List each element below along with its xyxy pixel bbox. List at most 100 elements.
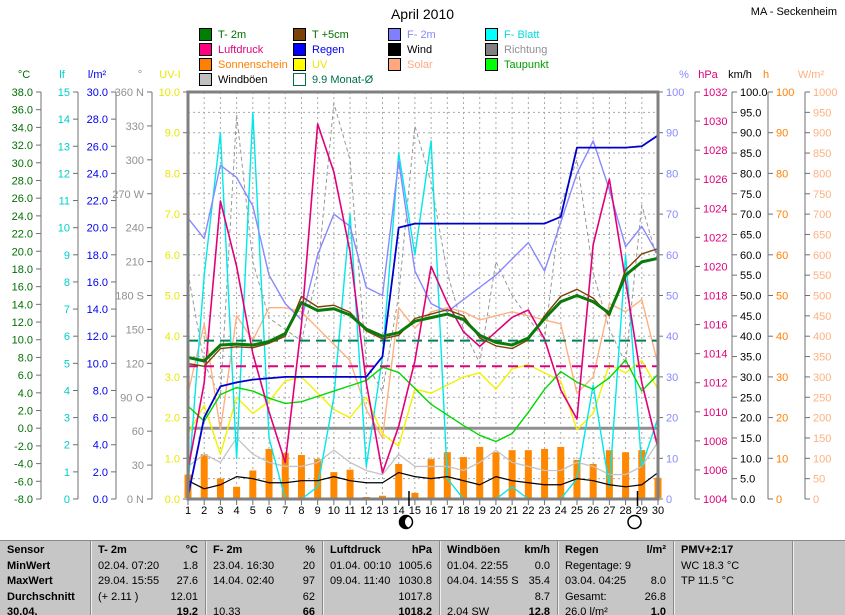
svg-text:24: 24 <box>555 505 567 517</box>
svg-text:2.0: 2.0 <box>165 413 180 425</box>
table-cell: 19.2 <box>176 606 198 615</box>
svg-text:9: 9 <box>315 505 321 517</box>
svg-text:26.0: 26.0 <box>12 193 33 205</box>
svg-text:270 W: 270 W <box>112 189 144 201</box>
svg-text:6: 6 <box>266 505 272 517</box>
svg-text:0.0: 0.0 <box>165 494 180 506</box>
svg-text:70: 70 <box>776 209 788 221</box>
svg-text:9: 9 <box>64 250 70 262</box>
table-column-empty <box>792 541 845 615</box>
table-column-F- 2m: F- 2m% 23.04. 16:30 20 14.04. 02:40 97 62 10.3… <box>205 541 322 615</box>
svg-text:11: 11 <box>344 505 355 517</box>
table-cell: Gesamt: 26.8 <box>565 590 666 603</box>
table-column-Regen: Regen l/m² Regentage: 9 03.04. 04:25 8.0 Gesa… <box>557 541 673 615</box>
svg-text:22.0: 22.0 <box>87 196 108 208</box>
new-moon-icon <box>398 491 414 530</box>
svg-text:50: 50 <box>666 291 678 303</box>
series-sonnenschein <box>184 446 662 498</box>
svg-text:150: 150 <box>126 324 144 336</box>
legend-swatch-luftdruck <box>199 43 212 56</box>
svg-text:12: 12 <box>58 168 70 180</box>
table-cell <box>800 559 838 575</box>
svg-text:10.0: 10.0 <box>87 358 108 370</box>
legend-swatch-monat-avg <box>293 73 306 86</box>
svg-text:70: 70 <box>666 209 678 221</box>
svg-text:12: 12 <box>360 505 372 517</box>
table-header-cell: PMV+2:17 <box>681 544 734 556</box>
axis-right-hPa: hPa 1032 1030 1028 1026 1024 1022 1020 1018 1016 1… <box>694 69 727 506</box>
svg-text:0: 0 <box>813 494 819 506</box>
legend-label-luftdruck: Luftdruck <box>218 43 264 56</box>
legend-swatch-taupunkt <box>485 58 498 71</box>
svg-text:30: 30 <box>666 372 678 384</box>
svg-text:0: 0 <box>666 494 672 506</box>
svg-text:3.0: 3.0 <box>165 372 180 384</box>
svg-text:12.0: 12.0 <box>12 317 33 329</box>
table-cell: 04.04. 14:55 S 35.4 <box>447 575 550 587</box>
svg-text:h: h <box>763 69 769 81</box>
svg-text:60: 60 <box>666 250 678 262</box>
svg-text:500: 500 <box>813 291 831 303</box>
svg-text:24.0: 24.0 <box>87 168 108 180</box>
svg-text:5: 5 <box>250 505 256 517</box>
series-wind <box>187 471 659 490</box>
legend-label-solar: Solar <box>407 58 433 71</box>
table-row-label: MinWert <box>7 559 51 572</box>
svg-text:2: 2 <box>64 440 70 452</box>
legend-label-richtung: Richtung <box>504 43 548 56</box>
svg-text:22.0: 22.0 <box>12 229 33 241</box>
table-cell: 03.04. 04:25 8.0 <box>565 575 666 587</box>
svg-text:3: 3 <box>217 505 223 517</box>
svg-text:100: 100 <box>666 87 684 99</box>
svg-text:13: 13 <box>58 141 70 153</box>
legend-item-f-blatt: F- Blatt <box>485 28 539 41</box>
svg-text:5: 5 <box>64 358 70 370</box>
svg-text:1000: 1000 <box>813 87 837 99</box>
series-windboeen <box>187 437 659 476</box>
table-row-label: 30.04. <box>7 606 38 615</box>
svg-text:40: 40 <box>776 331 788 343</box>
svg-text:0 N: 0 N <box>127 494 144 506</box>
chart-title: April 2010 <box>390 6 455 22</box>
legend-label-taupunkt: Taupunkt <box>504 58 549 71</box>
legend-item-windboeen: Windböen <box>199 73 268 86</box>
svg-text:90: 90 <box>776 128 788 140</box>
svg-text:1008: 1008 <box>703 436 727 448</box>
svg-text:150: 150 <box>813 433 831 445</box>
svg-text:%: % <box>679 69 689 81</box>
series-f_2m <box>187 140 659 321</box>
svg-text:1012: 1012 <box>703 378 727 390</box>
svg-text:20: 20 <box>776 413 788 425</box>
legend-swatch-t-2m <box>199 28 212 41</box>
axis-left-l/m²: l/m² 30.0 28.0 26.0 24.0 22.0 20.0 18.0 16.0 14.0… <box>87 69 117 506</box>
axis-right-km/h: km/h 100.0 95.0 90.0 85.0 80.0 75.0 70.0 65.0 60.… <box>728 69 767 506</box>
svg-text:1018: 1018 <box>703 291 727 303</box>
table-cell <box>681 605 785 615</box>
svg-text:0.0: 0.0 <box>18 423 33 435</box>
legend-swatch-solar <box>388 58 401 71</box>
svg-text:300: 300 <box>126 155 144 167</box>
svg-text:8.0: 8.0 <box>93 385 108 397</box>
svg-text:13: 13 <box>376 505 388 517</box>
svg-text:16.0: 16.0 <box>12 282 33 294</box>
table-cell: 26.0 l/m² 1.0 <box>565 606 666 615</box>
svg-text:60.0: 60.0 <box>740 250 761 262</box>
table-cell: 10.33 66 <box>213 606 315 615</box>
svg-text:17: 17 <box>441 505 453 517</box>
svg-text:4.0: 4.0 <box>93 440 108 452</box>
svg-text:15.0: 15.0 <box>740 433 761 445</box>
svg-text:3: 3 <box>64 413 70 425</box>
svg-text:36.0: 36.0 <box>12 105 33 117</box>
svg-text:6: 6 <box>64 331 70 343</box>
series-t_2m <box>187 256 659 363</box>
series-richtung <box>187 102 659 398</box>
svg-text:28.0: 28.0 <box>12 175 33 187</box>
svg-text:20.0: 20.0 <box>12 246 33 258</box>
table-cell: 1018.2 <box>398 606 432 615</box>
svg-text:26.0: 26.0 <box>87 141 108 153</box>
series-luftdruck <box>187 123 659 474</box>
legend-item-sonnenschein: Sonnenschein <box>199 58 288 71</box>
legend-swatch-regen <box>293 43 306 56</box>
